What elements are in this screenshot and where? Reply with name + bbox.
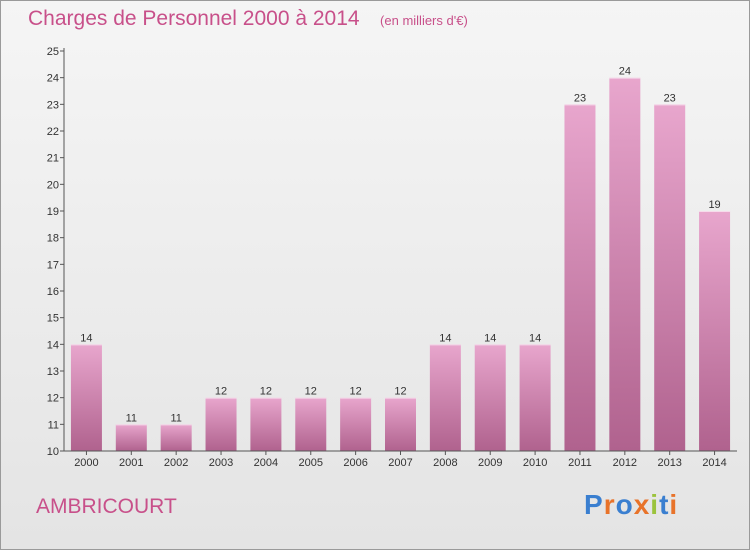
chart-subtitle: (en milliers d'€) xyxy=(380,13,468,28)
x-tick-label: 2006 xyxy=(343,457,367,469)
data-label: 12 xyxy=(215,386,227,398)
y-tick-label: 17 xyxy=(47,259,59,271)
chart-heading: Charges de Personnel 2000 à 2014 (en mil… xyxy=(28,7,468,31)
data-label: 14 xyxy=(484,332,496,344)
chart-title: Charges de Personnel 2000 à 2014 xyxy=(28,7,360,30)
data-label: 19 xyxy=(708,199,720,211)
x-tick-label: 2005 xyxy=(299,457,323,469)
x-tick-label: 2003 xyxy=(209,457,233,469)
bar xyxy=(564,104,596,451)
x-tick-label: 2013 xyxy=(657,457,681,469)
y-tick-label: 15 xyxy=(47,313,59,325)
y-tick-label: 14 xyxy=(47,339,59,351)
bar xyxy=(519,344,551,451)
x-tick-label: 2010 xyxy=(523,457,547,469)
x-tick-label: 2002 xyxy=(164,457,188,469)
logo-letter: i xyxy=(669,489,679,520)
proxiti-logo[interactable]: Proxiti xyxy=(584,489,678,521)
logo-letter: P xyxy=(584,489,604,520)
commune-name: AMBRICOURT xyxy=(36,495,177,518)
bar xyxy=(160,424,192,451)
x-tick-label: 2014 xyxy=(702,457,726,469)
y-tick-label: 16 xyxy=(47,286,59,298)
x-tick-label: 2009 xyxy=(478,457,502,469)
data-label: 12 xyxy=(260,386,272,398)
data-label: 12 xyxy=(350,386,362,398)
x-tick-label: 2004 xyxy=(254,457,278,469)
bar xyxy=(205,397,237,451)
bar xyxy=(340,397,372,451)
data-label: 14 xyxy=(529,332,541,344)
logo-letter: r xyxy=(603,489,616,520)
y-tick-label: 19 xyxy=(47,206,59,218)
y-tick-label: 18 xyxy=(47,233,59,245)
x-tick-label: 2008 xyxy=(433,457,457,469)
bar xyxy=(385,397,416,451)
data-label: 23 xyxy=(574,92,586,104)
data-label: 11 xyxy=(126,412,137,424)
data-label: 14 xyxy=(80,332,92,344)
bar xyxy=(654,104,686,451)
y-tick-label: 22 xyxy=(47,126,59,138)
logo-letter: o xyxy=(615,489,634,520)
data-label: 11 xyxy=(170,412,181,424)
data-label: 14 xyxy=(439,332,451,344)
y-tick-label: 21 xyxy=(47,153,59,165)
x-tick-label: 2007 xyxy=(388,457,412,469)
y-tick-label: 25 xyxy=(47,46,59,58)
logo-letter: t xyxy=(659,489,670,520)
data-label: 12 xyxy=(305,386,317,398)
y-axis: 10 11 12 13 14 15 16 17 18 19 20 21 22 23 24 25 xyxy=(47,46,65,458)
data-label: 23 xyxy=(664,92,676,104)
logo-letter: i xyxy=(650,489,660,520)
bar xyxy=(295,397,327,451)
x-axis: 2000 2001 2002 2003 2004 2005 2006 2007 2008 2009… xyxy=(64,450,737,469)
x-tick-label: 2001 xyxy=(119,457,143,469)
data-label: 12 xyxy=(394,386,406,398)
data-label: 24 xyxy=(619,66,631,78)
x-tick-label: 2000 xyxy=(74,457,98,469)
bar xyxy=(70,344,102,451)
bar xyxy=(474,344,506,451)
y-tick-label: 13 xyxy=(47,366,59,378)
bar xyxy=(429,344,461,451)
y-tick-label: 10 xyxy=(47,446,59,458)
y-tick-label: 23 xyxy=(47,99,59,111)
bar xyxy=(115,424,147,451)
logo-letter: x xyxy=(633,489,651,520)
bar xyxy=(699,211,731,451)
y-tick-label: 11 xyxy=(48,419,59,431)
bar xyxy=(250,397,282,451)
x-tick-label: 2011 xyxy=(568,457,592,469)
x-tick-label: 2012 xyxy=(613,457,637,469)
bar xyxy=(609,77,641,452)
y-tick-label: 24 xyxy=(47,73,59,85)
bar-series: 14 11 11 12 12 12 12 12 14 14 14 23 24 23 19 xyxy=(70,66,731,452)
y-tick-label: 12 xyxy=(47,393,59,405)
y-tick-label: 20 xyxy=(47,179,59,191)
